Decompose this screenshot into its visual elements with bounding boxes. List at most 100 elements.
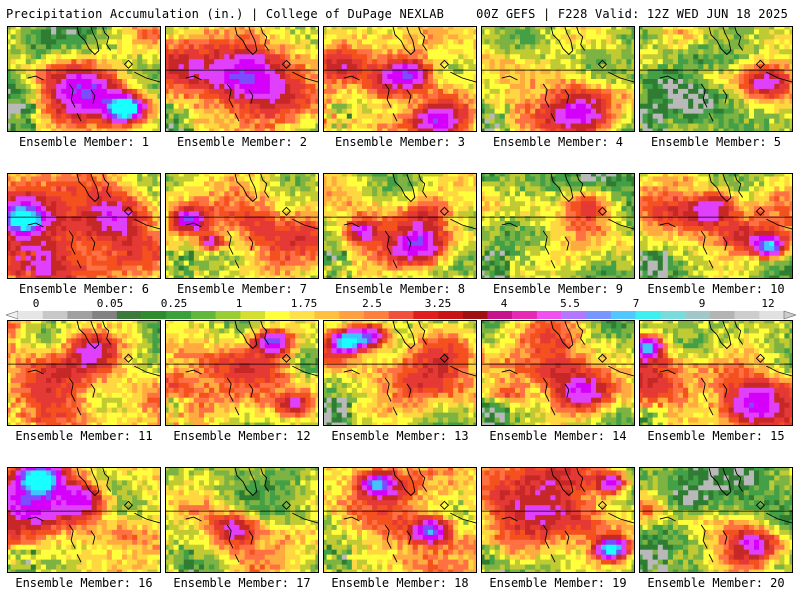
ensemble-member-label: Ensemble Member: 11 xyxy=(15,429,153,443)
ensemble-member-label: Ensemble Member: 18 xyxy=(331,576,469,590)
precip-field xyxy=(640,174,792,278)
colorbar-swatch xyxy=(339,311,365,319)
ensemble-member-map xyxy=(323,320,477,426)
coastline xyxy=(185,321,318,416)
ensemble-member-map xyxy=(481,173,635,279)
ensemble-member-label: Ensemble Member: 12 xyxy=(173,429,311,443)
precip-field xyxy=(166,468,318,572)
ensemble-member-map xyxy=(639,467,793,573)
coastline xyxy=(185,468,318,563)
coastline xyxy=(343,321,476,416)
ensemble-member-label: Ensemble Member: 13 xyxy=(331,429,469,443)
precip-field xyxy=(640,321,792,425)
colorbar-swatch xyxy=(92,311,118,319)
colorbar-tick-label: 3.25 xyxy=(425,297,452,310)
ensemble-member-map xyxy=(481,320,635,426)
precip-field xyxy=(324,321,476,425)
colorbar-swatch xyxy=(42,311,68,319)
colorbar-swatch xyxy=(685,311,711,319)
ensemble-member-map xyxy=(165,467,319,573)
colorbar-swatch xyxy=(611,311,636,319)
colorbar-swatch xyxy=(413,311,439,319)
coastline xyxy=(659,321,792,416)
ensemble-member-map xyxy=(323,173,477,279)
colorbar-swatch xyxy=(215,311,241,319)
ensemble-member-label: Ensemble Member: 10 xyxy=(647,282,785,296)
ensemble-member-map xyxy=(165,173,319,279)
ensemble-member-label: Ensemble Member: 15 xyxy=(647,429,785,443)
colorbar-tick-label: 0 xyxy=(33,297,40,310)
colorbar-tick-label: 0.05 xyxy=(97,297,124,310)
ensemble-member-map xyxy=(7,320,161,426)
coastline xyxy=(501,321,634,416)
precip-field xyxy=(324,468,476,572)
ensemble-member-map xyxy=(639,320,793,426)
coastline xyxy=(27,321,160,416)
precip-field xyxy=(482,174,634,278)
ensemble-member-label: Ensemble Member: 19 xyxy=(489,576,627,590)
colorbar-tick-label: 1.75 xyxy=(291,297,318,310)
precip-field xyxy=(640,27,792,131)
ensemble-member-map xyxy=(323,467,477,573)
ensemble-member-label: Ensemble Member: 1 xyxy=(18,135,150,149)
coastline xyxy=(501,174,634,269)
precip-field xyxy=(640,468,792,572)
ensemble-member-map xyxy=(481,467,635,573)
precip-field xyxy=(166,27,318,131)
precip-field xyxy=(8,27,160,131)
precip-field xyxy=(482,27,634,131)
model-run-label: 00Z GEFS | F228 Valid: 12Z WED JUN 18 20… xyxy=(476,7,788,21)
colorbar-swatch xyxy=(709,311,735,319)
colorbar-swatch xyxy=(240,311,266,319)
colorbar-swatch xyxy=(462,311,488,319)
colorbar-swatch xyxy=(314,311,340,319)
ensemble-member-label: Ensemble Member: 4 xyxy=(492,135,624,149)
ensemble-member-map xyxy=(165,26,319,132)
coastline xyxy=(343,174,476,269)
precip-field xyxy=(8,321,160,425)
coastline xyxy=(659,174,792,269)
ensemble-member-label: Ensemble Member: 5 xyxy=(650,135,782,149)
colorbar-tick-label: 2.5 xyxy=(362,297,382,310)
colorbar-right-arrow xyxy=(783,310,796,320)
colorbar-swatch xyxy=(759,311,785,319)
ensemble-member-map xyxy=(639,26,793,132)
ensemble-member-label: Ensemble Member: 20 xyxy=(647,576,785,590)
coastline xyxy=(501,468,634,563)
coastline xyxy=(185,27,318,122)
coastline xyxy=(659,27,792,122)
colorbar-swatch xyxy=(18,311,43,319)
precip-field xyxy=(324,174,476,278)
ensemble-member-map xyxy=(7,467,161,573)
precip-field xyxy=(8,174,160,278)
precip-field xyxy=(482,468,634,572)
colorbar-swatch xyxy=(635,311,661,319)
ensemble-member-map xyxy=(7,26,161,132)
coastline xyxy=(27,27,160,122)
precip-field xyxy=(166,321,318,425)
colorbar-tick-label: 12 xyxy=(761,297,774,310)
precip-field xyxy=(324,27,476,131)
ensemble-member-map xyxy=(323,26,477,132)
precip-field xyxy=(482,321,634,425)
colorbar-swatch xyxy=(141,311,167,319)
colorbar-left-arrow xyxy=(6,310,19,320)
ensemble-member-label: Ensemble Member: 16 xyxy=(15,576,153,590)
coastline xyxy=(343,468,476,563)
colorbar-tick-label: 9 xyxy=(699,297,706,310)
colorbar-swatch xyxy=(561,311,587,319)
ensemble-member-label: Ensemble Member: 2 xyxy=(176,135,308,149)
map-title: Precipitation Accumulation (in.) | Colle… xyxy=(6,7,445,21)
coastline xyxy=(27,174,160,269)
colorbar-tick-label: 0.25 xyxy=(161,297,188,310)
precip-field xyxy=(8,468,160,572)
ensemble-member-label: Ensemble Member: 17 xyxy=(173,576,311,590)
colorbar-tick-label: 1 xyxy=(236,297,243,310)
colorbar-tick-label: 7 xyxy=(633,297,640,310)
colorbar-swatch xyxy=(166,311,192,319)
coastline xyxy=(343,27,476,122)
ensemble-member-map xyxy=(165,320,319,426)
ensemble-member-label: Ensemble Member: 6 xyxy=(18,282,150,296)
coastline xyxy=(659,468,792,563)
ensemble-member-label: Ensemble Member: 14 xyxy=(489,429,627,443)
